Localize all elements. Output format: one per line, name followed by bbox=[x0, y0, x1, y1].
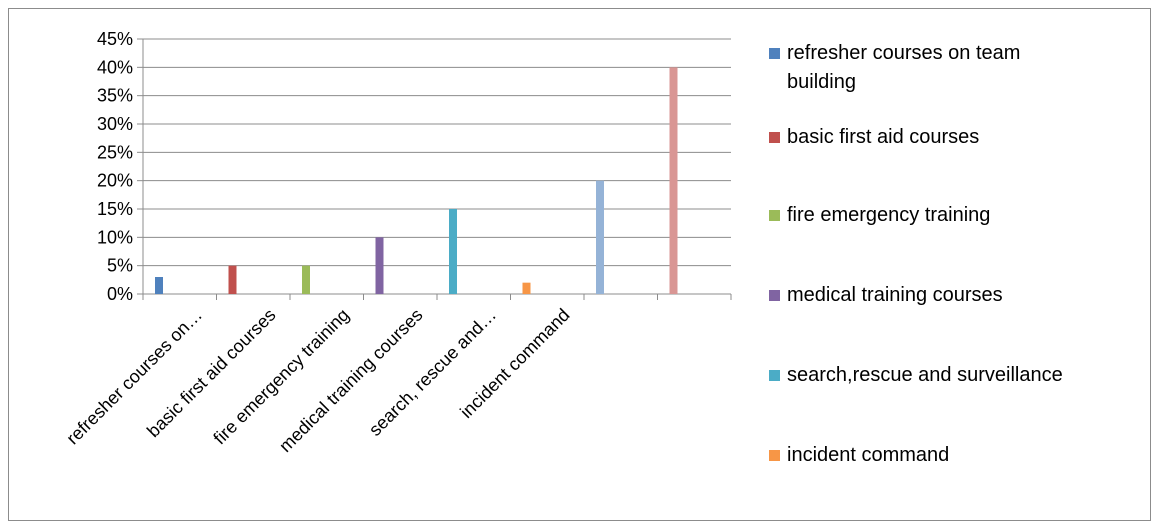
bar bbox=[596, 180, 604, 294]
y-tick-labels: 0% 5% 10% 15% 20% 25% 30% 35% 40% 45% bbox=[97, 29, 133, 304]
x-tick-label: search, rescue and… bbox=[365, 305, 500, 440]
legend: refresher courses on team building basic f… bbox=[769, 42, 1063, 466]
bar bbox=[155, 277, 163, 294]
y-tick-label: 40% bbox=[97, 57, 133, 77]
x-tick-labels: refresher courses on…basic first aid cou… bbox=[63, 305, 574, 456]
legend-swatch bbox=[769, 450, 780, 461]
legend-label: fire emergency training bbox=[787, 204, 990, 226]
gridlines bbox=[143, 38, 731, 267]
x-tick-label: basic first aid courses bbox=[143, 305, 280, 442]
x-tick-label: fire emergency training bbox=[209, 305, 353, 449]
bar bbox=[302, 265, 310, 294]
legend-swatch bbox=[769, 48, 780, 59]
legend-swatch bbox=[769, 132, 780, 143]
bar bbox=[449, 209, 457, 294]
y-tick-label: 45% bbox=[97, 29, 133, 49]
y-tick-label: 35% bbox=[97, 86, 133, 106]
legend-swatch bbox=[769, 370, 780, 381]
y-tick-label: 20% bbox=[97, 171, 133, 191]
bar bbox=[669, 67, 678, 294]
bar bbox=[522, 282, 531, 294]
legend-label: refresher courses on team building bbox=[787, 42, 1020, 93]
axes bbox=[137, 38, 732, 300]
bar-chart: 0% 5% 10% 15% 20% 25% 30% 35% 40% 45% refresher c… bbox=[63, 29, 1063, 466]
chart-container: 0% 5% 10% 15% 20% 25% 30% 35% 40% 45% refresher c… bbox=[8, 8, 1151, 521]
legend-label: basic first aid courses bbox=[787, 126, 979, 148]
y-tick-label: 30% bbox=[97, 114, 133, 134]
x-tick-label: medical training courses bbox=[275, 305, 426, 456]
y-tick-label: 15% bbox=[97, 199, 133, 219]
y-tick-label: 25% bbox=[97, 142, 133, 162]
bars bbox=[155, 67, 678, 294]
y-tick-label: 10% bbox=[97, 227, 133, 247]
bar bbox=[228, 265, 237, 294]
legend-label: medical training courses bbox=[787, 284, 1003, 306]
legend-swatch bbox=[769, 290, 780, 301]
x-tick-label: refresher courses on… bbox=[63, 305, 207, 449]
y-tick-label: 0% bbox=[107, 284, 133, 304]
legend-label: incident command bbox=[787, 444, 949, 466]
legend-label: search,rescue and surveillance bbox=[787, 364, 1063, 386]
legend-swatch bbox=[769, 210, 780, 221]
y-tick-label: 5% bbox=[107, 256, 133, 276]
bar bbox=[375, 237, 384, 294]
